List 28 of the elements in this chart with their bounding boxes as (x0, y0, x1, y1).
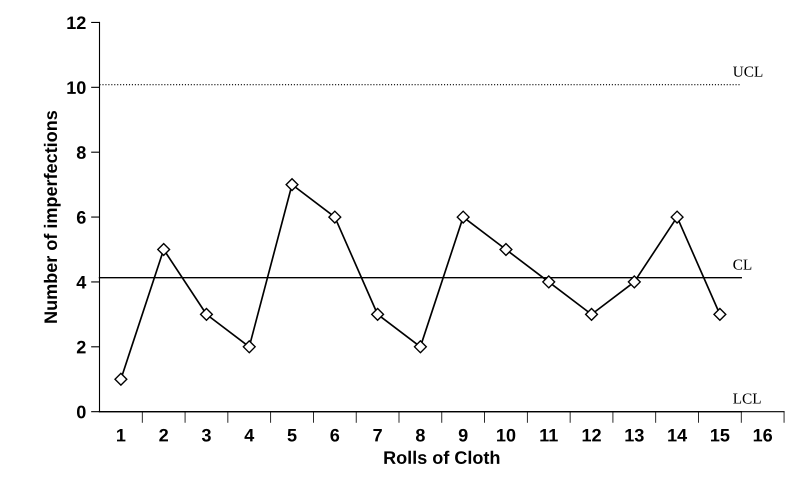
y-tick-label: 0 (76, 406, 86, 418)
x-tick-label: 7 (373, 429, 382, 442)
y-axis-title: Number of imperfections (44, 110, 61, 323)
x-tick-label: 5 (288, 429, 297, 442)
x-tick-label: 14 (668, 429, 688, 442)
y-tick-label: 10 (67, 81, 86, 94)
ref-line-label: LCL (733, 393, 761, 404)
x-tick-label: 13 (625, 428, 644, 442)
y-tick-label: 2 (76, 340, 86, 354)
x-tick-label: 3 (202, 428, 211, 442)
x-axis-title: Rolls of Cloth (384, 450, 500, 464)
x-tick-label: 8 (416, 428, 425, 442)
x-tick-label: 12 (582, 428, 601, 442)
y-tick-label: 4 (76, 276, 86, 288)
ref-line-label: UCL (733, 66, 762, 77)
x-tick-label: 6 (330, 428, 340, 442)
y-tick-label: 12 (67, 16, 86, 29)
x-tick-label: 10 (497, 428, 516, 442)
x-tick-label: 15 (710, 429, 730, 442)
x-tick-label: 11 (540, 429, 558, 442)
x-tick-label: 9 (458, 428, 468, 442)
ref-line-label: CL (733, 259, 752, 270)
y-tick-label: 6 (76, 211, 86, 224)
x-tick-label: 16 (754, 428, 772, 442)
y-tick-label: 8 (76, 146, 86, 159)
x-tick-label: 1 (117, 429, 126, 442)
x-tick-label: 4 (244, 429, 254, 442)
x-tick-label: 2 (159, 428, 168, 442)
